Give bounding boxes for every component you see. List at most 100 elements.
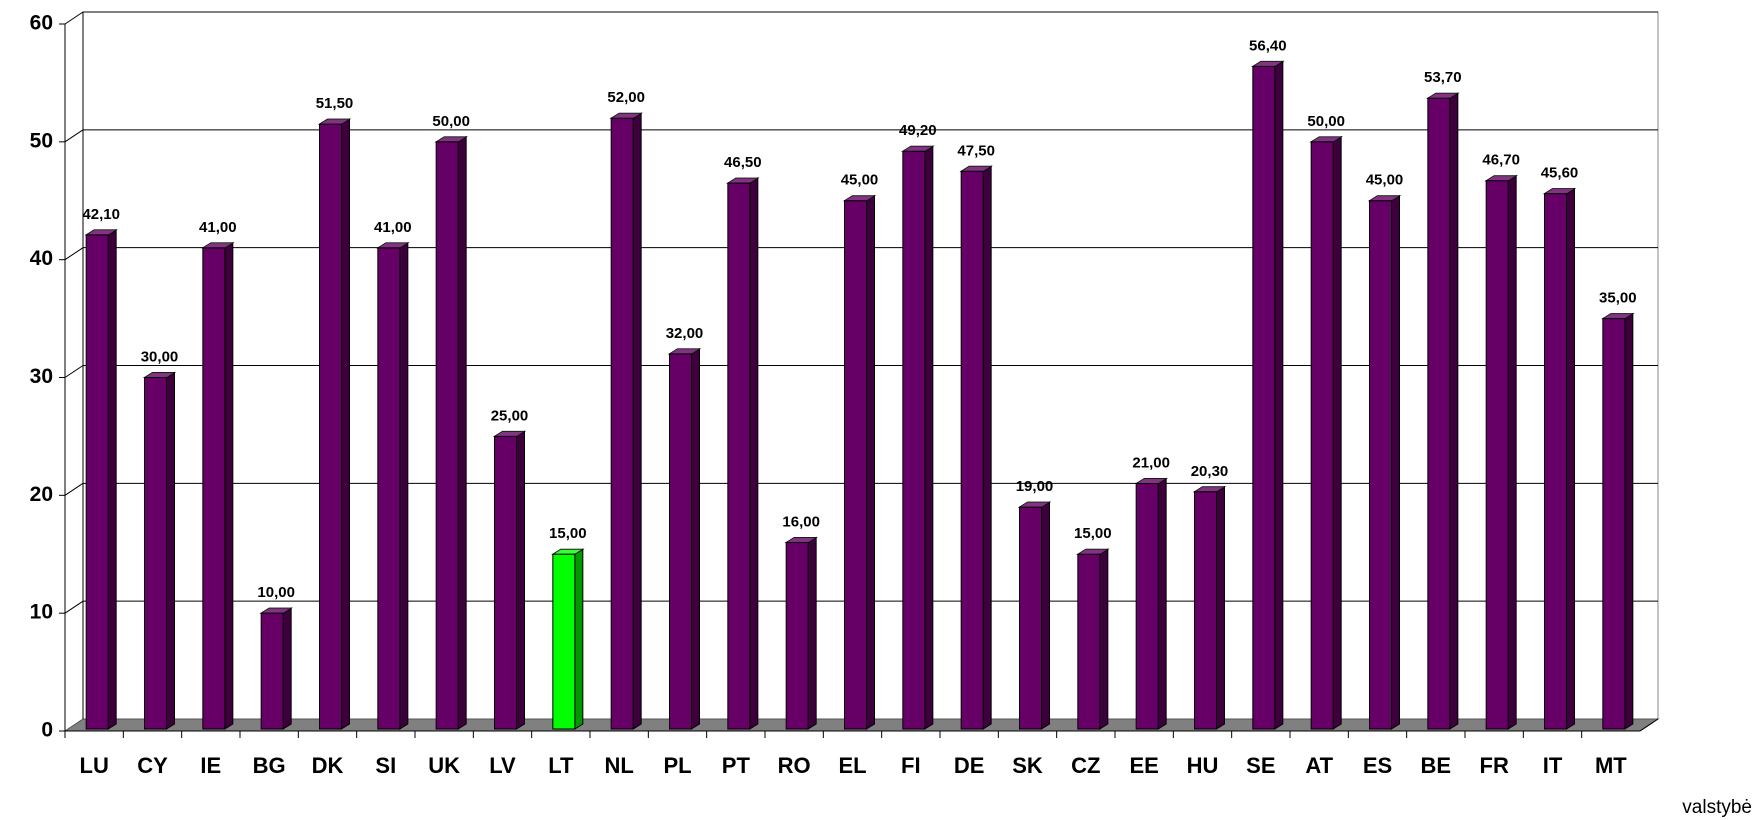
x-tick-label: DK bbox=[312, 753, 344, 778]
x-tick-label: NL bbox=[605, 753, 634, 778]
bar-side-shade bbox=[1216, 486, 1225, 729]
x-tick-label: IE bbox=[200, 753, 221, 778]
x-tick-label: IT bbox=[1543, 753, 1563, 778]
bar bbox=[377, 247, 401, 730]
bar-top-shade bbox=[436, 136, 467, 142]
grid-line bbox=[64, 482, 84, 496]
x-tick-label: RO bbox=[778, 753, 811, 778]
bar bbox=[960, 170, 984, 730]
bar-side-shade bbox=[341, 119, 350, 730]
value-label: 45,00 bbox=[1366, 172, 1404, 189]
bar bbox=[669, 353, 692, 730]
bar bbox=[1194, 491, 1217, 730]
bar-side-shade bbox=[1508, 175, 1517, 730]
bar-side-shade bbox=[224, 242, 233, 729]
bar-top-shade bbox=[494, 431, 525, 437]
bar bbox=[1485, 180, 1509, 730]
bar-top-shade bbox=[727, 178, 758, 184]
bar bbox=[902, 150, 926, 730]
x-tick-label: CY bbox=[137, 753, 168, 778]
bar-top-shade bbox=[1311, 136, 1342, 142]
bar-side-shade bbox=[1449, 93, 1458, 730]
bar-side-shade bbox=[166, 372, 175, 729]
bar bbox=[319, 123, 342, 730]
bar-top-shade bbox=[1019, 502, 1050, 508]
bar-top-shade bbox=[1602, 313, 1633, 319]
y-tick-label: 20 bbox=[30, 483, 53, 506]
bar-side-shade bbox=[1041, 502, 1050, 729]
bar-top-shade bbox=[902, 146, 933, 152]
bar-side-shade bbox=[1333, 136, 1342, 730]
x-tick-label: BG bbox=[253, 753, 286, 778]
x-tick-label: LV bbox=[489, 753, 516, 778]
value-label: 46,70 bbox=[1482, 152, 1520, 169]
bar-top-shade bbox=[202, 242, 233, 248]
bar-top-shade bbox=[844, 195, 875, 201]
bar-top-shade bbox=[86, 229, 117, 235]
x-tick-label: DE bbox=[954, 753, 985, 778]
bar-side-shade bbox=[691, 348, 700, 729]
bar-side-shade bbox=[924, 146, 933, 729]
bar bbox=[435, 141, 459, 730]
grid-line bbox=[64, 600, 84, 614]
value-label: 51,50 bbox=[316, 95, 354, 112]
bar-top-shade bbox=[1252, 61, 1283, 67]
y-tick-label: 10 bbox=[30, 601, 53, 624]
bar bbox=[260, 612, 284, 730]
x-tick-label: AT bbox=[1305, 753, 1333, 778]
x-tick-label: CZ bbox=[1071, 753, 1100, 778]
x-tick-label: EL bbox=[838, 753, 866, 778]
value-label: 41,00 bbox=[199, 219, 237, 236]
y-tick-label: 0 bbox=[41, 719, 53, 742]
x-tick-label: LU bbox=[80, 753, 109, 778]
bar bbox=[1310, 141, 1334, 730]
bar-side-shade bbox=[1274, 61, 1283, 730]
bar-top-shade bbox=[261, 608, 292, 614]
bar-top-shade bbox=[961, 166, 992, 172]
value-label: 42,10 bbox=[82, 206, 120, 223]
bar-side-shade bbox=[458, 136, 467, 730]
x-tick-label: FR bbox=[1480, 753, 1509, 778]
value-label: 50,00 bbox=[432, 113, 470, 130]
bar-top-shade bbox=[1369, 195, 1400, 201]
bar-side-shade bbox=[108, 229, 117, 729]
bar-side-shade bbox=[1624, 313, 1633, 729]
bar bbox=[727, 182, 751, 730]
bar bbox=[785, 541, 809, 730]
bar-top-shade bbox=[1194, 486, 1225, 492]
bar bbox=[844, 200, 867, 730]
bar-top-shade bbox=[611, 113, 642, 119]
bar-side-shade bbox=[399, 242, 408, 729]
y-tick-label: 40 bbox=[30, 247, 53, 270]
bar bbox=[1135, 483, 1159, 730]
bar-side-shade bbox=[283, 608, 292, 729]
value-label: 16,00 bbox=[782, 513, 820, 530]
x-tick-label: BE bbox=[1421, 753, 1452, 778]
bar-side-shade bbox=[1391, 195, 1400, 729]
bar bbox=[85, 234, 109, 730]
bar bbox=[144, 377, 167, 730]
bar bbox=[1544, 193, 1567, 730]
x-tick-label: SE bbox=[1246, 753, 1275, 778]
x-axis-end bbox=[1639, 718, 1659, 732]
x-tick-label: SI bbox=[375, 753, 396, 778]
value-label: 15,00 bbox=[1074, 525, 1112, 542]
bar bbox=[1077, 553, 1101, 730]
bar-side-shade bbox=[574, 549, 583, 729]
value-label: 52,00 bbox=[607, 89, 645, 106]
bar-side-shade bbox=[749, 178, 758, 729]
bar-top-shade bbox=[552, 549, 583, 555]
value-label: 46,50 bbox=[724, 154, 762, 171]
bar-side-shade bbox=[1566, 188, 1575, 729]
value-label: 53,70 bbox=[1424, 69, 1462, 86]
x-tick-label: SK bbox=[1012, 753, 1043, 778]
x-tick-label: LT bbox=[548, 753, 574, 778]
bar-side-shade bbox=[516, 431, 525, 729]
value-label: 21,00 bbox=[1132, 455, 1170, 472]
x-tick-label: MT bbox=[1595, 753, 1627, 778]
bar-side-shade bbox=[983, 166, 992, 729]
grid-line bbox=[64, 11, 84, 25]
value-label: 30,00 bbox=[141, 348, 179, 365]
bar bbox=[202, 247, 226, 730]
value-label: 45,60 bbox=[1541, 165, 1579, 182]
